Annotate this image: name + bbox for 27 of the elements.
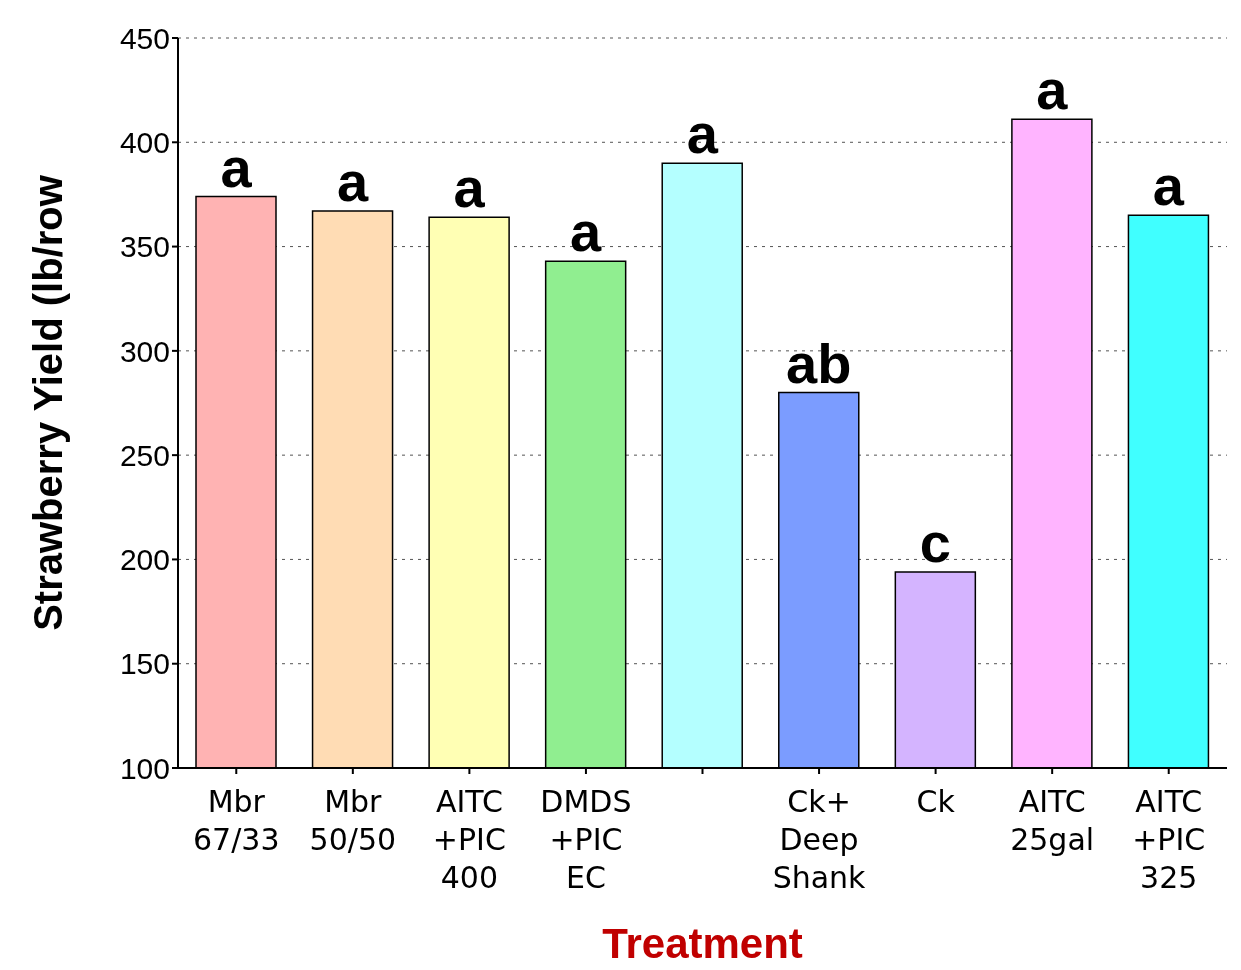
y-axis-title: Strawberry Yield (lb/row bbox=[26, 174, 71, 631]
y-tick-label: 400 bbox=[119, 125, 170, 159]
data-label: a bbox=[1036, 58, 1069, 122]
x-tick-label: AITC +PIC 400 bbox=[432, 784, 506, 895]
x-tick-label: AITC 25gal bbox=[1010, 784, 1095, 857]
data-label: a bbox=[570, 200, 603, 264]
x-tick-label: Mbr 50/50 bbox=[309, 784, 397, 857]
x-tick-label: DMDS +PIC EC bbox=[540, 784, 632, 895]
y-tick-label: 250 bbox=[119, 438, 170, 472]
x-tick-label: Ck+ Deep Shank bbox=[772, 784, 867, 895]
x-tick-label: Mbr 67/33 bbox=[193, 784, 280, 857]
data-label: c bbox=[919, 510, 951, 574]
y-tick-label: 150 bbox=[119, 647, 170, 681]
y-tick-label: 350 bbox=[119, 230, 170, 264]
data-label: a bbox=[336, 150, 369, 214]
y-tick-label: 200 bbox=[119, 543, 170, 577]
y-tick-label: 300 bbox=[119, 334, 170, 368]
y-tick-label: 100 bbox=[119, 751, 170, 785]
data-label: a bbox=[220, 135, 253, 199]
x-tick-label: AITC +PIC 325 bbox=[1132, 784, 1206, 895]
y-tick-label: 450 bbox=[119, 21, 170, 55]
x-axis-title: Treatment bbox=[602, 920, 803, 967]
data-label: a bbox=[453, 156, 486, 220]
data-label: ab bbox=[786, 331, 852, 395]
data-label: a bbox=[1152, 154, 1185, 218]
x-tick-label: Ck bbox=[916, 784, 956, 819]
data-label: a bbox=[686, 102, 719, 166]
